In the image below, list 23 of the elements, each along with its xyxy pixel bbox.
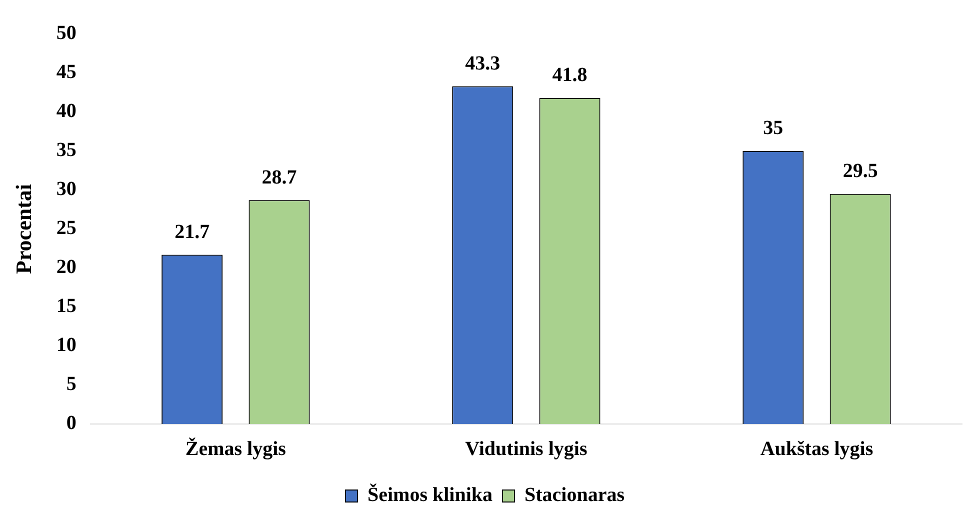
y-tick-label: 25 — [56, 217, 76, 240]
y-tick-label: 20 — [56, 256, 76, 278]
data-label: 21.7 — [174, 220, 210, 243]
y-tick-label: 10 — [56, 334, 76, 356]
y-tick-label: 15 — [56, 295, 76, 318]
y-tick-label: 40 — [56, 100, 76, 122]
data-label: 29.5 — [842, 160, 878, 182]
y-tick-label: 35 — [56, 139, 76, 162]
data-label: 43.3 — [465, 52, 500, 74]
legend-label: Stacionaras — [524, 484, 625, 506]
y-tick-label: 30 — [56, 178, 76, 200]
y-tick-label: 0 — [66, 412, 76, 434]
data-label: 41.8 — [552, 64, 588, 86]
y-tick-label: 45 — [56, 61, 76, 84]
x-tick-label: Žemas lygis — [185, 437, 286, 460]
x-tick-label: Vidutinis lygis — [465, 438, 588, 460]
y-tick-label: 5 — [66, 373, 76, 396]
y-axis-title: Procentai — [10, 184, 36, 274]
legend-label: Šeimos klinika — [367, 483, 493, 506]
x-tick-label: Aukštas lygis — [760, 438, 874, 460]
data-label: 28.7 — [262, 166, 297, 188]
data-label: 35 — [763, 117, 784, 140]
y-tick-label: 50 — [56, 22, 76, 44]
